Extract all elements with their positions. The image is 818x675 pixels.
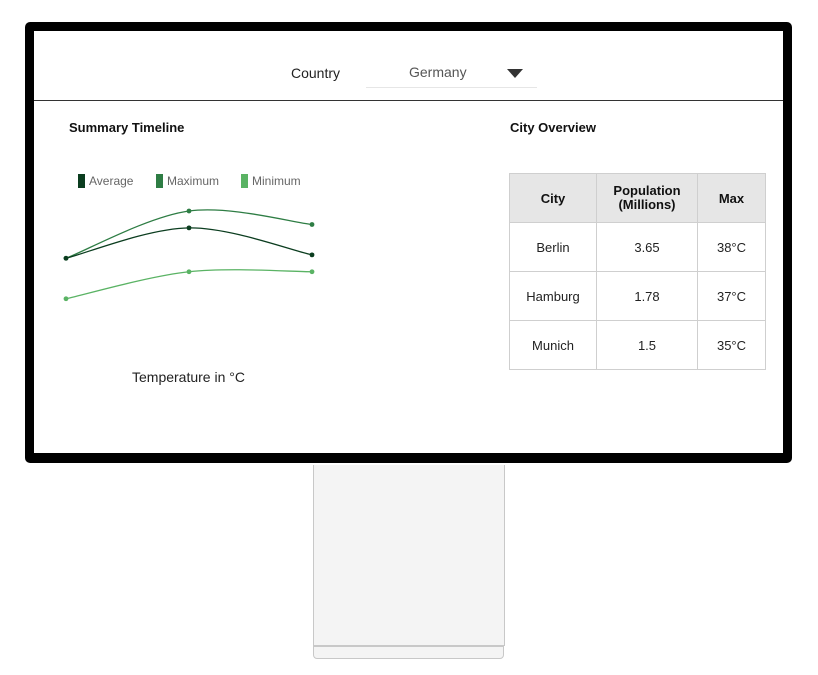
column-header-population-label: Population (Millions)	[613, 183, 681, 212]
filter-bar: Country Germany	[34, 31, 783, 101]
table-header-row: City Population (Millions) Max	[509, 173, 766, 223]
data-point-maximum-2[interactable]	[309, 222, 315, 227]
legend-swatch-minimum	[241, 174, 248, 188]
monitor-base	[313, 646, 504, 659]
country-dropdown[interactable]: Germany	[366, 61, 537, 88]
chart-x-axis-label: Temperature in °C	[132, 369, 245, 385]
cell-city: Hamburg	[509, 271, 597, 321]
dashboard-screen: Country Germany Summary Timeline City Ov…	[34, 31, 783, 453]
table-row: Munich 1.5 35°C	[509, 320, 766, 370]
cell-population: 1.78	[596, 271, 698, 321]
data-point-minimum-0[interactable]	[63, 296, 69, 302]
legend-swatch-average	[78, 174, 85, 188]
series-line-maximum	[65, 209, 313, 259]
country-value: Germany	[409, 64, 467, 80]
summary-timeline-title: Summary Timeline	[69, 120, 185, 135]
legend-label-average: Average	[89, 174, 134, 188]
data-point-minimum-1[interactable]	[186, 269, 192, 275]
column-header-city: City	[509, 173, 597, 223]
data-point-minimum-2[interactable]	[309, 269, 315, 275]
city-overview-title: City Overview	[510, 120, 596, 135]
cell-max: 35°C	[697, 320, 766, 370]
data-point-average-2[interactable]	[309, 252, 315, 258]
city-table: City Population (Millions) Max Berlin 3.6…	[509, 173, 766, 370]
series-line-average	[65, 227, 313, 259]
table-row: Hamburg 1.78 37°C	[509, 271, 766, 321]
legend-swatch-maximum	[156, 174, 163, 188]
legend-label-minimum: Minimum	[252, 174, 301, 188]
cell-population: 1.5	[596, 320, 698, 370]
column-header-max: Max	[697, 173, 766, 223]
temperature-line-chart	[63, 208, 315, 302]
country-label: Country	[291, 65, 341, 81]
table-row: Berlin 3.65 38°C	[509, 222, 766, 272]
cell-city: Berlin	[509, 222, 597, 272]
monitor-stand	[313, 465, 505, 646]
data-point-average-1[interactable]	[186, 225, 192, 231]
chevron-down-icon[interactable]	[507, 69, 523, 78]
legend-label-maximum: Maximum	[167, 174, 220, 188]
data-point-average-0[interactable]	[63, 255, 69, 261]
cell-max: 37°C	[697, 271, 766, 321]
cell-city: Munich	[509, 320, 597, 370]
cell-population: 3.65	[596, 222, 698, 272]
data-point-maximum-1[interactable]	[186, 208, 192, 214]
column-header-population: Population (Millions)	[596, 173, 698, 223]
cell-max: 38°C	[697, 222, 766, 272]
